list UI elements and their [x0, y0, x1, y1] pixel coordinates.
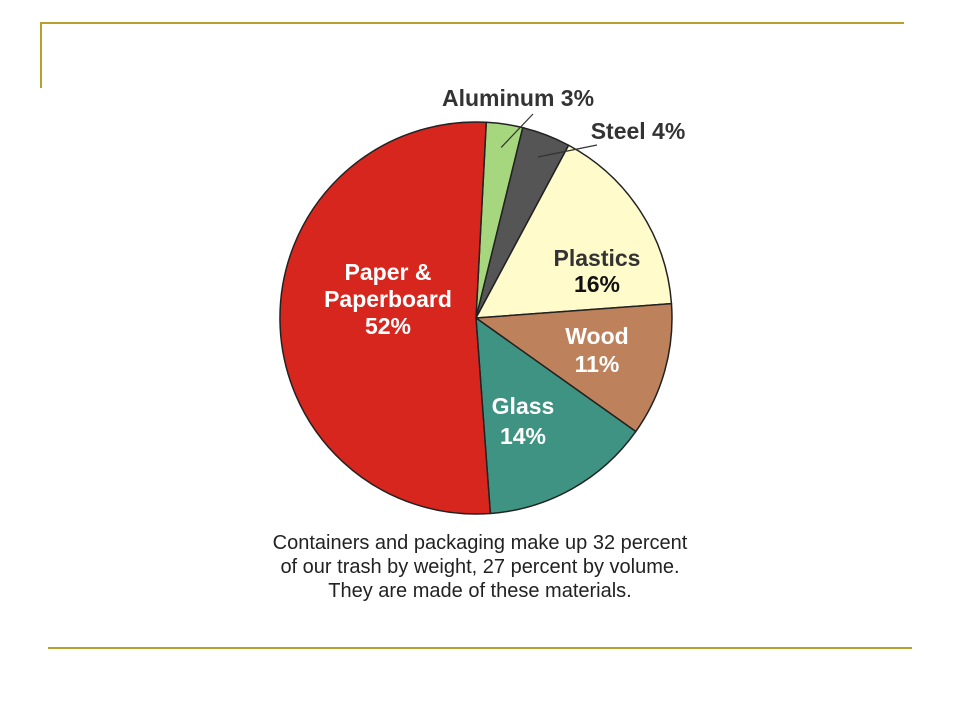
callout-leader-line — [537, 144, 598, 158]
chart-caption: Containers and packaging make up 32 perc… — [200, 531, 760, 603]
slice-label-line: Wood — [565, 323, 628, 349]
slice-label-glass: Glass 14% — [492, 393, 555, 449]
slice-label-line: Paper & — [345, 259, 432, 285]
slice-label-line: Steel 4% — [591, 118, 686, 144]
frame-bottom-rule — [48, 647, 912, 649]
pie-slice-glass — [475, 317, 637, 515]
slice-label-paper-paperboard: Paper & Paperboard 52% — [324, 259, 452, 339]
caption-line: They are made of these materials. — [328, 580, 632, 602]
slice-label-line: Plastics — [554, 245, 641, 271]
pie-labels: Aluminum 3%Steel 4%Plastics 16%Wood 11%Gla… — [324, 85, 685, 449]
pie-slice-wood — [475, 302, 673, 433]
slice-label-plastics: Plastics 16% — [554, 245, 641, 297]
callout-leader-line — [500, 113, 534, 148]
callout-leaders — [500, 113, 598, 158]
frame-top-rule — [40, 22, 904, 24]
slice-label-steel: Steel 4% — [591, 118, 686, 144]
caption-line: Containers and packaging make up 32 perc… — [272, 532, 688, 554]
slice-label-line: Glass — [492, 393, 555, 419]
frame-left-rule — [40, 22, 42, 88]
pie-slice-plastics — [475, 144, 673, 319]
caption-line: of our trash by weight, 27 percent by vo… — [280, 556, 680, 578]
slice-label-line: 11% — [575, 351, 620, 377]
slice-label-aluminum: Aluminum 3% — [442, 85, 594, 111]
pie-slices — [279, 121, 673, 515]
slice-label-line: 16% — [574, 271, 620, 297]
slice-label-line: Paperboard — [324, 286, 452, 312]
pie-slice-paper-paperboard — [279, 121, 492, 515]
slice-label-line: 52% — [365, 313, 411, 339]
slice-label-wood: Wood 11% — [565, 323, 628, 377]
slice-label-line: Aluminum 3% — [442, 85, 594, 111]
slice-label-line: 14% — [500, 423, 546, 449]
